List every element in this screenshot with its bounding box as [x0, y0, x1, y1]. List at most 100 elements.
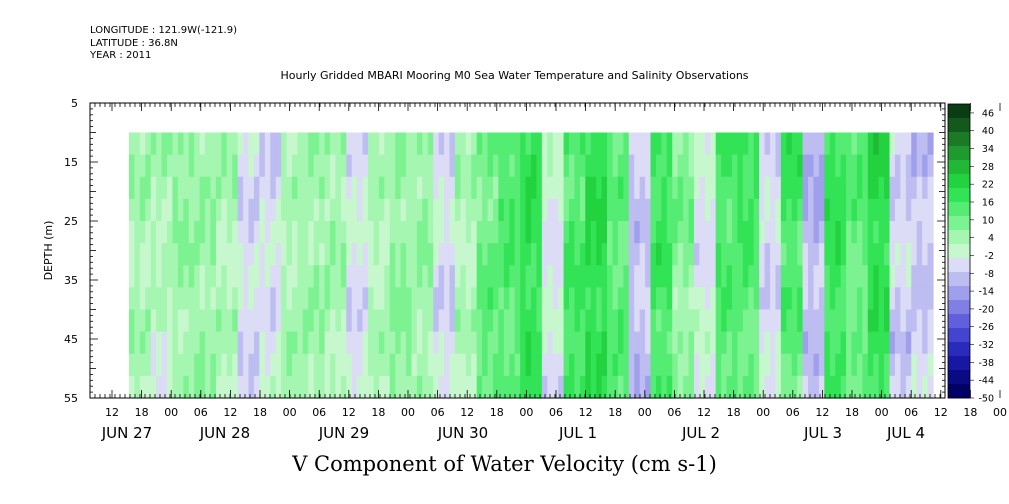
- heatmap-cell: [384, 176, 391, 200]
- heatmap-cell: [693, 287, 700, 311]
- heatmap-cell: [368, 353, 375, 377]
- heatmap-cell: [808, 353, 815, 377]
- heatmap-cell: [862, 287, 869, 311]
- heatmap-cell: [368, 265, 375, 288]
- heatmap-cell: [916, 265, 923, 288]
- heatmap-cell: [601, 176, 608, 200]
- heatmap-cell: [759, 353, 766, 377]
- heatmap-cell: [666, 221, 673, 244]
- heatmap-cell: [205, 265, 212, 288]
- heatmap-cell: [791, 375, 798, 399]
- heatmap-cell: [275, 287, 282, 311]
- heatmap-cell: [340, 221, 347, 244]
- heatmap-cell: [808, 154, 815, 178]
- heatmap-cell: [666, 287, 673, 311]
- heatmap-cell: [563, 375, 570, 399]
- heatmap-cell: [460, 198, 467, 222]
- heatmap-cell: [856, 309, 863, 333]
- heatmap-cell: [742, 309, 749, 333]
- heatmap-cell: [172, 353, 179, 377]
- heatmap-cell: [645, 154, 652, 178]
- colorbar-swatch: [948, 230, 970, 245]
- x-hour-label: 12: [223, 406, 237, 419]
- heatmap-cell: [856, 375, 863, 399]
- heatmap-cell: [319, 287, 326, 311]
- heatmap-cell: [525, 221, 532, 244]
- heatmap-cell: [487, 353, 494, 377]
- heatmap-cell: [911, 331, 918, 355]
- heatmap-cell: [177, 198, 184, 222]
- heatmap-cell: [433, 309, 440, 333]
- heatmap-cell: [579, 243, 586, 266]
- heatmap-cell: [156, 221, 163, 244]
- heatmap-cell: [894, 154, 901, 178]
- heatmap-cell: [498, 154, 505, 178]
- heatmap-cell: [330, 353, 337, 377]
- heatmap-cell: [167, 353, 174, 377]
- heatmap-cell: [737, 243, 744, 266]
- heatmap-cell: [324, 132, 331, 156]
- heatmap-cell: [552, 132, 559, 156]
- heatmap-cell: [721, 309, 728, 333]
- heatmap-cell: [150, 221, 157, 244]
- heatmap-cell: [270, 221, 277, 244]
- heatmap-cell: [297, 265, 304, 288]
- heatmap-cell: [433, 132, 440, 156]
- heatmap-cell: [851, 375, 858, 399]
- heatmap-cell: [248, 198, 255, 222]
- heatmap-cell: [628, 176, 635, 200]
- heatmap-cell: [683, 309, 690, 333]
- x-hour-label: 00: [638, 406, 652, 419]
- heatmap-cell: [715, 198, 722, 222]
- heatmap-cell: [422, 287, 429, 311]
- x-hour-label: 12: [342, 406, 356, 419]
- heatmap-cell: [444, 132, 451, 156]
- heatmap-cell: [199, 353, 206, 377]
- heatmap-cell: [368, 243, 375, 266]
- heatmap-cell: [416, 243, 423, 266]
- heatmap-cell: [596, 265, 603, 288]
- heatmap-cell: [253, 375, 260, 399]
- heatmap-cell: [416, 154, 423, 178]
- heatmap-cell: [487, 132, 494, 156]
- heatmap-cell: [449, 375, 456, 399]
- heatmap-cell: [492, 353, 499, 377]
- heatmap-cell: [129, 331, 136, 355]
- heatmap-cell: [905, 176, 912, 200]
- heatmap-cell: [661, 198, 668, 222]
- heatmap-cell: [693, 375, 700, 399]
- heatmap-cell: [156, 265, 163, 288]
- heatmap-cell: [525, 265, 532, 288]
- heatmap-cell: [270, 243, 277, 266]
- heatmap-cell: [400, 331, 407, 355]
- heatmap-cell: [259, 287, 266, 311]
- heatmap-cell: [596, 221, 603, 244]
- heatmap-cell: [205, 287, 212, 311]
- heatmap-cell: [243, 176, 250, 200]
- heatmap-cell: [275, 198, 282, 222]
- heatmap-cell: [514, 221, 521, 244]
- heatmap-cell: [818, 132, 825, 156]
- heatmap-cell: [791, 265, 798, 288]
- heatmap-cell: [808, 176, 815, 200]
- heatmap-cell: [639, 353, 646, 377]
- heatmap-cell: [226, 243, 233, 266]
- x-day-label: JUL 4: [886, 424, 925, 442]
- heatmap-cell: [308, 287, 315, 311]
- heatmap-cell: [699, 221, 706, 244]
- heatmap-cell: [346, 154, 353, 178]
- heatmap-cell: [558, 198, 565, 222]
- heatmap-cell: [764, 154, 771, 178]
- heatmap-cell: [492, 309, 499, 333]
- x-day-label: JUN 27: [101, 424, 152, 442]
- heatmap-cell: [422, 132, 429, 156]
- heatmap-cell: [552, 154, 559, 178]
- heatmap-cell: [492, 287, 499, 311]
- heatmap-cell: [378, 154, 385, 178]
- heatmap-cell: [889, 132, 896, 156]
- heatmap-cell: [454, 287, 461, 311]
- heatmap-cell: [541, 331, 548, 355]
- heatmap-cell: [905, 198, 912, 222]
- heatmap-cell: [835, 265, 842, 288]
- heatmap-cell: [156, 176, 163, 200]
